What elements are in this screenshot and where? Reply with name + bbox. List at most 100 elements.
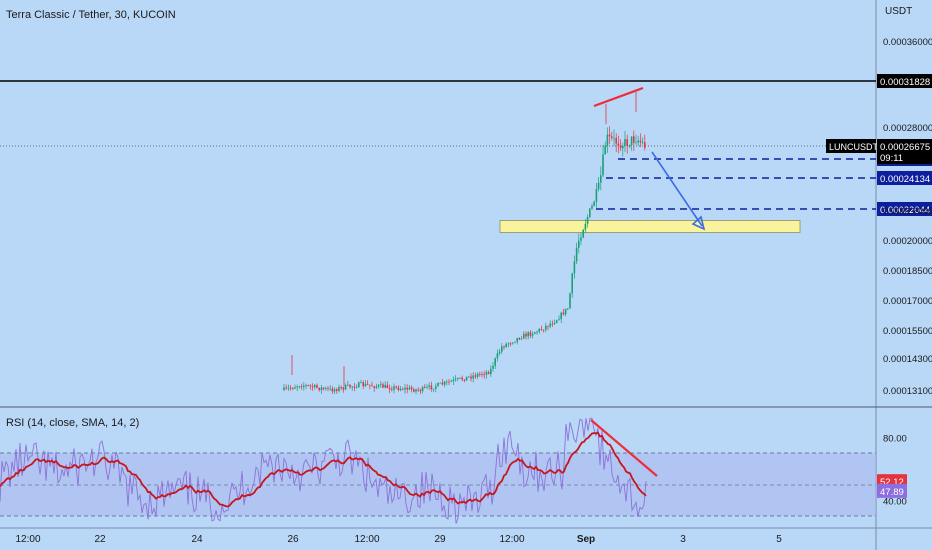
symbol-tag [826, 139, 876, 153]
candle-body [494, 358, 496, 366]
candle-body [454, 378, 457, 380]
candle-body [474, 375, 477, 377]
candle-body [369, 384, 371, 386]
candle-body [501, 346, 503, 352]
candle-body [483, 374, 485, 376]
candle-body [325, 388, 327, 389]
candle-body [380, 384, 382, 386]
candle-body [461, 377, 463, 380]
candle-body [531, 333, 534, 336]
time-tick-label: Sep [577, 534, 595, 545]
candle-body [479, 373, 481, 375]
candle-body [520, 338, 523, 340]
candle-body [465, 376, 468, 381]
chart-title: Terra Classic / Tether, 30, KUCOIN [6, 9, 176, 21]
candle-body [635, 142, 637, 144]
candle-body [386, 384, 389, 389]
candle-body [593, 201, 595, 206]
candle-body [399, 388, 402, 391]
candle-body [371, 385, 373, 387]
candle-body [633, 136, 635, 143]
candle-body [443, 381, 446, 385]
candle-body [338, 387, 340, 391]
candle-body [608, 134, 611, 137]
candle-body [283, 387, 285, 390]
candle-body [540, 329, 543, 330]
time-tick-label: 12:00 [354, 534, 379, 545]
candle-body [644, 142, 646, 148]
candle-body [366, 383, 369, 385]
candle-body [410, 387, 413, 390]
time-tick-label: 12:00 [499, 534, 524, 545]
rsi-sma-line [0, 431, 647, 508]
candle-body [307, 385, 309, 386]
time-axis[interactable]: 12:00 22 24 26 12:00 29 12:00 Sep 3 5 [15, 534, 782, 545]
projection-arrow[interactable] [651, 151, 703, 227]
level-price-tag [877, 171, 932, 185]
candle-body [613, 137, 615, 139]
candle-body [516, 337, 518, 342]
candle-body [432, 388, 435, 390]
candle-body [397, 387, 400, 391]
resistance-trendline[interactable] [593, 86, 644, 108]
candle-body [505, 343, 507, 348]
candle-body [448, 381, 450, 383]
candle-body [547, 325, 549, 327]
candle-body [358, 382, 360, 388]
candle-body [351, 386, 353, 388]
level-price-tag [877, 202, 932, 216]
candle-body [551, 323, 554, 325]
candle-body [426, 386, 428, 388]
support-zone[interactable] [499, 220, 801, 233]
candle-body [597, 182, 600, 190]
candle-body [578, 240, 580, 248]
candle-body [472, 375, 474, 379]
candle-body [393, 386, 395, 390]
candle-body [285, 387, 287, 389]
candle-body [619, 145, 622, 149]
candle-body [322, 387, 325, 389]
candle-body [527, 332, 529, 337]
candle-body [441, 382, 444, 385]
price-tick-label: 0.00014300 [883, 354, 932, 365]
candle-body [349, 384, 351, 388]
price-tick-label: 0.00028000 [883, 123, 932, 134]
price-axis[interactable]: 0.00036000 0.00028000 0.00022000 0.00020000… [883, 37, 932, 397]
candle-body [476, 373, 479, 377]
candle-body [329, 388, 331, 390]
candle-body [364, 383, 367, 387]
candle-body [435, 386, 437, 389]
candle-body [342, 387, 345, 390]
candle-body [617, 143, 620, 146]
candle-body [305, 385, 307, 386]
candle-body [287, 387, 290, 389]
level-price-tag [877, 74, 932, 88]
price-unit-label: USDT [885, 6, 912, 17]
candle-body [600, 175, 602, 183]
countdown-label: 09:11 [880, 153, 903, 164]
sma-value-label: 47.89 [880, 487, 904, 498]
sma-value-tag [877, 483, 907, 498]
candle-body [560, 312, 562, 320]
candle-body [586, 217, 589, 224]
candle-body [567, 308, 569, 310]
candle-body [639, 140, 642, 143]
candle-body [417, 389, 419, 391]
candle-body [571, 273, 573, 294]
candle-body [303, 385, 305, 388]
candles-layer [283, 92, 646, 395]
level-price-label: 0.00024134 [880, 174, 930, 185]
candle-body [408, 387, 411, 390]
time-tick-label: 29 [434, 534, 446, 545]
candle-body [553, 322, 556, 325]
horizontal-levels-layer: 0.000318280.000254700.000241340.00022044… [0, 74, 932, 216]
candle-body [391, 389, 393, 391]
candle-body [430, 385, 433, 390]
rsi-divergence-trendline[interactable] [590, 419, 658, 477]
candle-body [538, 329, 540, 332]
candle-body [562, 312, 565, 315]
candle-body [437, 382, 439, 387]
candle-body [395, 386, 397, 388]
